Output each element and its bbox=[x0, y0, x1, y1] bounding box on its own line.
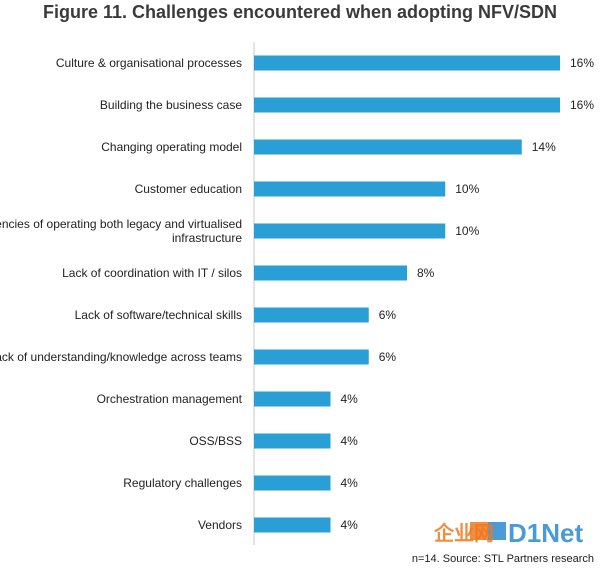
bar bbox=[254, 55, 560, 71]
data-label: 4% bbox=[341, 476, 359, 490]
bar bbox=[254, 517, 331, 533]
category-label: Vendors bbox=[198, 518, 242, 532]
category-label: Customer education bbox=[135, 182, 242, 196]
category-label: Lack of coordination with IT / silos bbox=[62, 266, 242, 280]
data-label: 10% bbox=[455, 182, 479, 196]
svg-text:企业网: 企业网 bbox=[433, 521, 494, 545]
bar bbox=[254, 307, 369, 323]
bar bbox=[254, 391, 331, 407]
data-label: 6% bbox=[379, 350, 397, 364]
svg-text:D1Net: D1Net bbox=[508, 520, 583, 548]
bar bbox=[254, 223, 446, 239]
category-label: Building the business case bbox=[100, 98, 242, 112]
data-label: 14% bbox=[532, 140, 556, 154]
category-label: Culture & organisational processes bbox=[56, 56, 242, 70]
data-label: 16% bbox=[570, 98, 594, 112]
bar bbox=[254, 139, 522, 155]
category-label: Regulatory challenges bbox=[123, 476, 242, 490]
category-label: Inefficiencies of operating both legacy … bbox=[0, 217, 242, 245]
category-label: Orchestration management bbox=[97, 392, 243, 406]
bar bbox=[254, 475, 331, 491]
category-label: OSS/BSS bbox=[189, 434, 242, 448]
bars-layer: Culture & organisational processes 16% Bui… bbox=[0, 42, 594, 545]
data-label: 8% bbox=[417, 266, 435, 280]
bar bbox=[254, 349, 369, 365]
bar bbox=[254, 265, 407, 281]
data-label: 6% bbox=[379, 308, 397, 322]
d1net-watermark-logo: 企业网 D1Net bbox=[433, 520, 583, 548]
bar bbox=[254, 97, 560, 113]
bar bbox=[254, 181, 446, 197]
category-label: Changing operating model bbox=[101, 140, 242, 154]
category-label: Lack of software/technical skills bbox=[75, 308, 242, 322]
data-label: 10% bbox=[455, 224, 479, 238]
source-note: n=14. Source: STL Partners research bbox=[411, 553, 594, 565]
data-label: 4% bbox=[341, 518, 359, 532]
data-label: 4% bbox=[341, 392, 359, 406]
data-label: 16% bbox=[570, 56, 594, 70]
category-label: Lack of understanding/knowledge across t… bbox=[0, 350, 242, 364]
bar bbox=[254, 433, 331, 449]
chart-title: Figure 11. Challenges encountered when a… bbox=[42, 2, 558, 22]
data-label: 4% bbox=[341, 434, 359, 448]
